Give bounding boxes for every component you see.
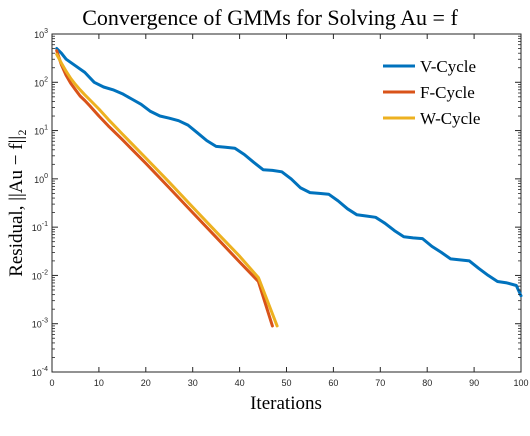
x-tick-label: 60 — [328, 378, 338, 388]
series-line-f-cycle — [55, 49, 274, 328]
y-tick-label: 101 — [34, 125, 48, 137]
x-tick-label: 0 — [49, 378, 54, 388]
y-tick-label: 103 — [34, 28, 48, 40]
y-axis-label: Residual, ||Au − f||₂ — [6, 129, 27, 277]
x-tick-label: 30 — [188, 378, 198, 388]
y-tick-label: 10-1 — [32, 221, 48, 233]
x-tick-label: 70 — [375, 378, 385, 388]
y-axis-ticks: 10-4 10-3 10-2 10-1 100 101 102 103 — [32, 28, 521, 378]
legend: V-Cycle F-Cycle W-Cycle — [383, 57, 480, 128]
x-axis-ticks: 0 10 20 30 40 50 60 70 80 90 100 — [49, 34, 529, 388]
legend-label-v-cycle: V-Cycle — [420, 57, 476, 76]
series-line-v-cycle — [55, 47, 523, 298]
x-tick-label: 10 — [94, 378, 104, 388]
x-tick-label: 100 — [513, 378, 528, 388]
legend-label-f-cycle: F-Cycle — [420, 83, 475, 102]
y-tick-label: 10-4 — [32, 366, 48, 378]
y-tick-label: 102 — [34, 76, 48, 88]
series-layer — [55, 47, 523, 328]
x-tick-label: 20 — [141, 378, 151, 388]
chart-title: Convergence of GMMs for Solving Au = f — [82, 5, 458, 30]
x-tick-label: 80 — [422, 378, 432, 388]
x-tick-label: 40 — [235, 378, 245, 388]
series-line-w-cycle — [55, 52, 279, 328]
legend-label-w-cycle: W-Cycle — [420, 109, 480, 128]
x-tick-label: 90 — [469, 378, 479, 388]
x-axis-label: Iterations — [250, 393, 322, 414]
y-tick-label: 10-2 — [32, 269, 48, 281]
y-tick-label: 100 — [34, 173, 48, 185]
x-tick-label: 50 — [281, 378, 291, 388]
plot-area: 0 10 20 30 40 50 60 70 80 90 100 10-410-310-210-11… — [32, 28, 529, 388]
y-tick-label: 10-3 — [32, 318, 48, 330]
